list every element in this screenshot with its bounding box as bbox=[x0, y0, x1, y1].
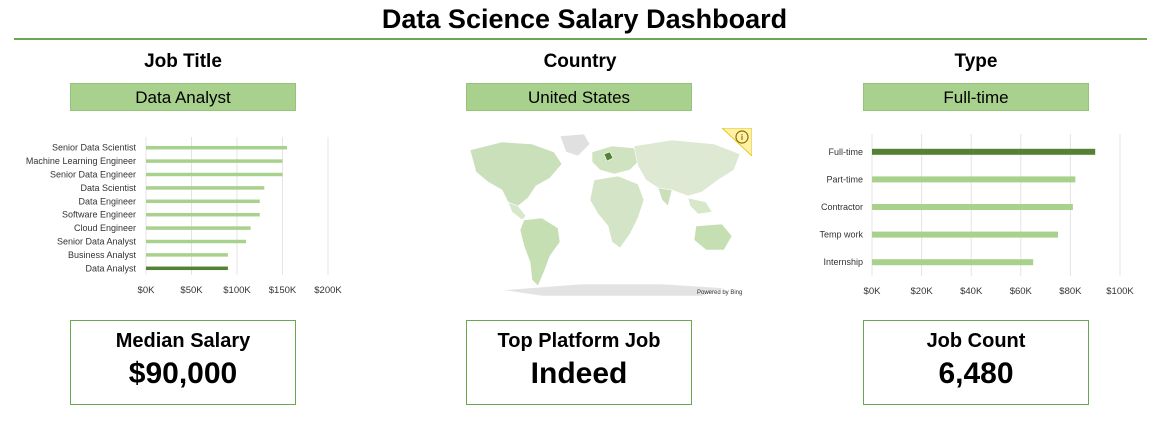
top-platform-label: Top Platform Job bbox=[497, 330, 661, 352]
salary-bar[interactable] bbox=[872, 259, 1034, 266]
country-heading: Country bbox=[543, 51, 617, 72]
job-count-value: 6,480 bbox=[938, 357, 1014, 390]
job-count-card: Job Count 6,480 bbox=[863, 320, 1089, 405]
map-landmass bbox=[469, 133, 741, 297]
type-slicer[interactable]: Full-time bbox=[863, 83, 1089, 111]
map-antarctica bbox=[501, 283, 725, 297]
x-tick-label: $200K bbox=[314, 285, 342, 296]
category-label: Part-time bbox=[826, 174, 863, 184]
category-label: Cloud Engineer bbox=[74, 223, 136, 233]
map-north-america bbox=[469, 141, 563, 207]
median-salary-value: $90,000 bbox=[128, 357, 238, 390]
x-tick-label: $100K bbox=[223, 285, 251, 296]
x-tick-label: $50K bbox=[180, 285, 203, 296]
salary-bar[interactable] bbox=[872, 176, 1076, 183]
category-label: Software Engineer bbox=[62, 210, 136, 220]
map-europe bbox=[591, 145, 641, 175]
salary-bar[interactable] bbox=[872, 231, 1058, 238]
x-tick-label: $40K bbox=[960, 286, 983, 297]
x-tick-label: $0K bbox=[864, 286, 882, 297]
map-africa bbox=[589, 175, 645, 249]
country-slicer[interactable]: United States bbox=[466, 83, 692, 111]
salary-bar[interactable] bbox=[872, 148, 1096, 155]
median-salary-label: Median Salary bbox=[115, 330, 251, 352]
category-label: Contractor bbox=[821, 202, 863, 212]
category-label: Full-time bbox=[828, 147, 863, 157]
top-platform-value: Indeed bbox=[530, 357, 628, 390]
world-map[interactable]: Powered by Bing bbox=[462, 130, 752, 300]
map-greenland bbox=[559, 133, 591, 157]
category-label: Internship bbox=[823, 257, 863, 267]
salary-bar[interactable] bbox=[146, 199, 260, 204]
dashboard-title: Data Science Salary Dashboard bbox=[381, 4, 788, 34]
job-title-slicer[interactable]: Data Analyst bbox=[70, 83, 296, 111]
category-label: Temp work bbox=[819, 230, 863, 240]
type-heading: Type bbox=[954, 51, 998, 72]
map-credit: Powered by Bing bbox=[697, 290, 742, 296]
x-tick-label: $80K bbox=[1059, 286, 1082, 297]
salary-bar[interactable] bbox=[146, 172, 283, 177]
x-tick-label: $60K bbox=[1010, 286, 1033, 297]
svg-text:i: i bbox=[741, 133, 743, 142]
salary-bar[interactable] bbox=[146, 186, 265, 190]
map-highlight-country bbox=[603, 151, 614, 162]
category-label: Senior Data Engineer bbox=[50, 170, 136, 180]
top-platform-card: Top Platform Job Indeed bbox=[466, 320, 692, 405]
map-australia bbox=[693, 223, 733, 251]
map-central-america bbox=[507, 201, 527, 221]
salary-bar[interactable] bbox=[146, 266, 228, 271]
salary-bar[interactable] bbox=[146, 253, 228, 257]
category-label: Senior Data Analyst bbox=[57, 237, 137, 247]
category-label: Data Analyst bbox=[85, 263, 136, 273]
x-tick-label: $0K bbox=[138, 285, 156, 296]
category-label: Data Scientist bbox=[80, 183, 136, 193]
salary-bar[interactable] bbox=[146, 226, 251, 230]
salary-bar[interactable] bbox=[146, 145, 288, 150]
map-india bbox=[657, 187, 673, 207]
map-southeast-asia bbox=[687, 197, 713, 215]
category-label: Data Engineer bbox=[78, 196, 136, 206]
salary-bar[interactable] bbox=[146, 239, 247, 244]
category-label: Business Analyst bbox=[68, 250, 137, 260]
job-title-salary-chart: $0K $50K $100K $150K $200K Senior Data Scient… bbox=[26, 137, 342, 296]
x-tick-label: $100K bbox=[1106, 286, 1134, 297]
job-title-heading: Job Title bbox=[144, 51, 222, 72]
type-salary-chart: $0K $20K $40K $60K $80K $100K Full-time Part-ti… bbox=[819, 134, 1134, 297]
x-tick-label: $150K bbox=[269, 285, 297, 296]
info-icon[interactable]: i bbox=[722, 128, 752, 156]
salary-bar[interactable] bbox=[146, 159, 283, 163]
map-asia bbox=[633, 139, 741, 197]
category-label: Machine Learning Engineer bbox=[26, 156, 136, 166]
map-south-america bbox=[519, 217, 561, 287]
category-label: Senior Data Scientist bbox=[52, 143, 137, 153]
median-salary-card: Median Salary $90,000 bbox=[70, 320, 296, 405]
salary-bar[interactable] bbox=[146, 212, 260, 217]
job-count-label: Job Count bbox=[926, 330, 1026, 352]
title-divider bbox=[14, 38, 1147, 40]
salary-bar[interactable] bbox=[872, 204, 1073, 210]
x-tick-label: $20K bbox=[911, 286, 934, 297]
